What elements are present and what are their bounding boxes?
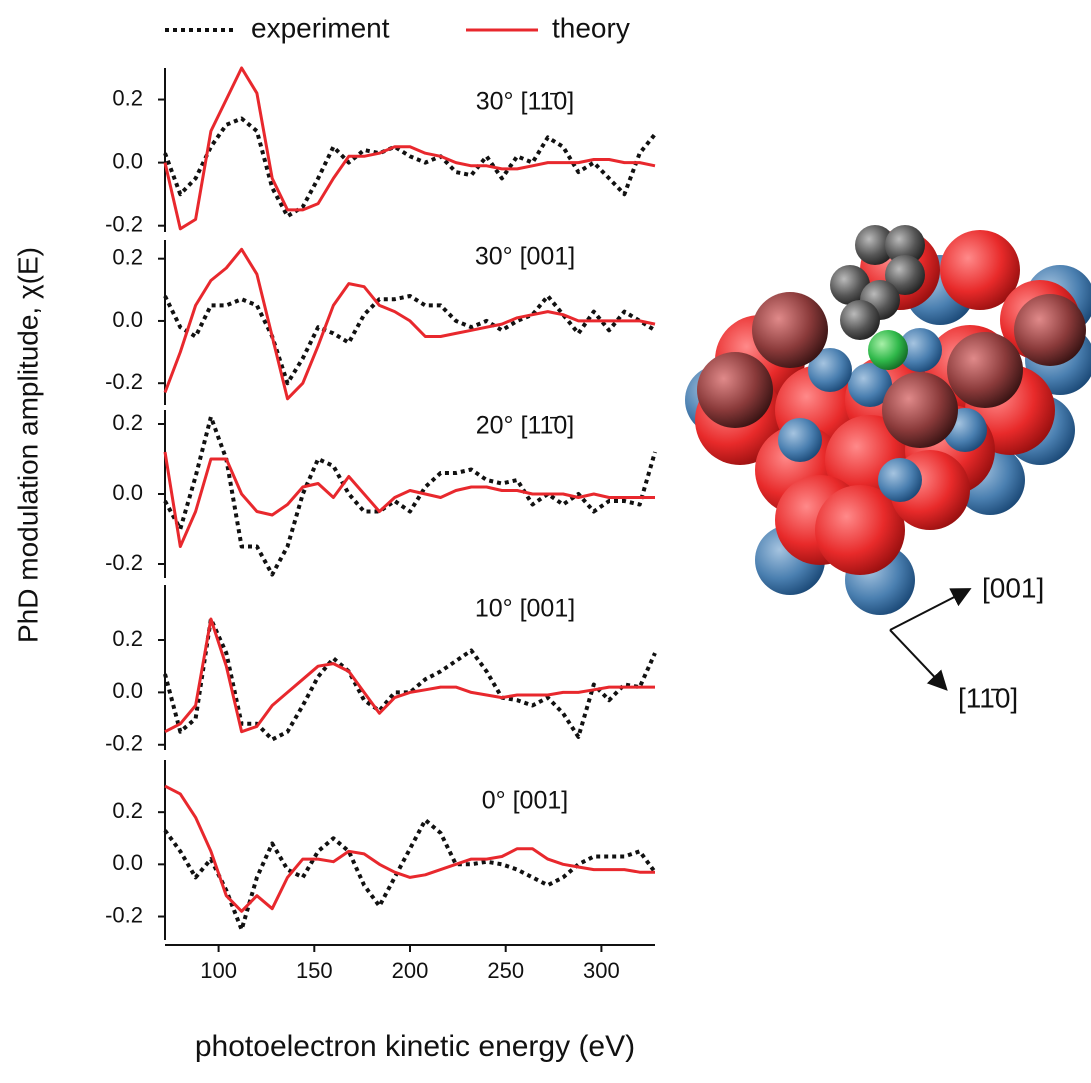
experiment-line	[163, 294, 657, 386]
y-tick-label: 0.2	[112, 626, 143, 651]
panel-label: 10° [001]	[475, 595, 575, 623]
y-tick-label: 0.0	[112, 480, 143, 505]
legend-label: experiment	[251, 12, 390, 43]
y-tick-label: -0.2	[105, 902, 143, 927]
y-tick-label: 0.2	[112, 798, 143, 823]
theory-line	[163, 247, 656, 401]
x-tick-label: 150	[296, 958, 333, 983]
y-tick-label: -0.2	[105, 212, 143, 237]
panel-label: 30° [11̄0]	[476, 88, 575, 116]
y-tick-label: 0.0	[112, 678, 143, 703]
direction-label: [001]	[982, 572, 1044, 603]
y-tick-label: 0.2	[112, 244, 143, 269]
experiment-line	[163, 617, 657, 742]
y-axis-label: PhD modulation amplitude, χ(E)	[12, 247, 43, 643]
panel-label: 20° [11̄0]	[476, 412, 575, 440]
y-tick-label: -0.2	[105, 550, 143, 575]
theory-line	[163, 451, 655, 548]
theory-line	[164, 617, 655, 734]
y-tick-label: -0.2	[105, 731, 143, 756]
panel-label: 0° [001]	[482, 787, 568, 815]
panel-label: 30° [001]	[475, 243, 575, 271]
x-tick-label: 200	[392, 958, 429, 983]
x-tick-label: 300	[583, 958, 620, 983]
y-tick-label: 0.2	[112, 85, 143, 110]
legend-label: theory	[552, 12, 630, 43]
y-tick-label: 0.0	[112, 307, 143, 332]
direction-label: [11̄0]	[958, 682, 1018, 713]
x-tick-label: 250	[487, 958, 524, 983]
theory-line	[164, 784, 655, 913]
y-tick-label: -0.2	[105, 369, 143, 394]
theory-line	[163, 66, 656, 231]
surface-model	[685, 225, 1091, 615]
x-tick-label: 100	[200, 958, 237, 983]
direction-arrows: [001] [11̄0]	[889, 572, 1044, 713]
x-axis-label: photoelectron kinetic energy (eV)	[195, 1030, 635, 1063]
y-tick-label: 0.0	[112, 850, 143, 875]
y-tick-label: 0.2	[112, 410, 143, 435]
y-tick-label: 0.0	[112, 148, 143, 173]
experiment-line	[163, 818, 657, 932]
experiment-line	[163, 116, 657, 219]
